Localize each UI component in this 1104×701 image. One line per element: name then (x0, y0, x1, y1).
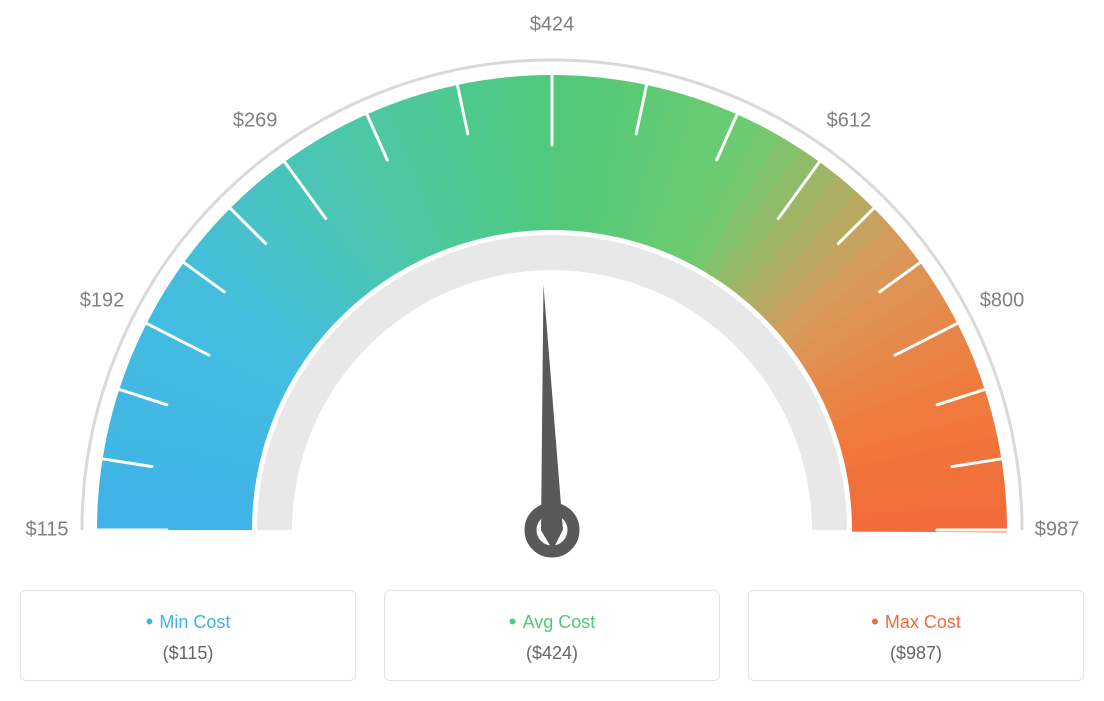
gauge-tick-label: $192 (80, 289, 125, 312)
legend-avg-value: ($424) (395, 643, 709, 664)
gauge-tick-label: $269 (233, 110, 278, 133)
legend-row: Min Cost ($115) Avg Cost ($424) Max Cost… (20, 590, 1084, 681)
legend-card-avg: Avg Cost ($424) (384, 590, 720, 681)
legend-avg-label: Avg Cost (395, 609, 709, 635)
gauge-svg (20, 20, 1084, 580)
legend-max-label: Max Cost (759, 609, 1073, 635)
legend-min-value: ($115) (31, 643, 345, 664)
legend-max-value: ($987) (759, 643, 1073, 664)
gauge-tick-label: $424 (530, 14, 575, 37)
legend-card-min: Min Cost ($115) (20, 590, 356, 681)
gauge-tick-label: $987 (1035, 519, 1080, 542)
gauge-tick-label: $612 (827, 110, 872, 133)
cost-gauge-container: $115$192$269$424$612$800$987 Min Cost ($… (20, 20, 1084, 681)
legend-card-max: Max Cost ($987) (748, 590, 1084, 681)
gauge-tick-label: $115 (25, 519, 68, 542)
gauge-tick-label: $800 (980, 289, 1025, 312)
gauge-chart: $115$192$269$424$612$800$987 (20, 20, 1084, 580)
legend-min-label: Min Cost (31, 609, 345, 635)
